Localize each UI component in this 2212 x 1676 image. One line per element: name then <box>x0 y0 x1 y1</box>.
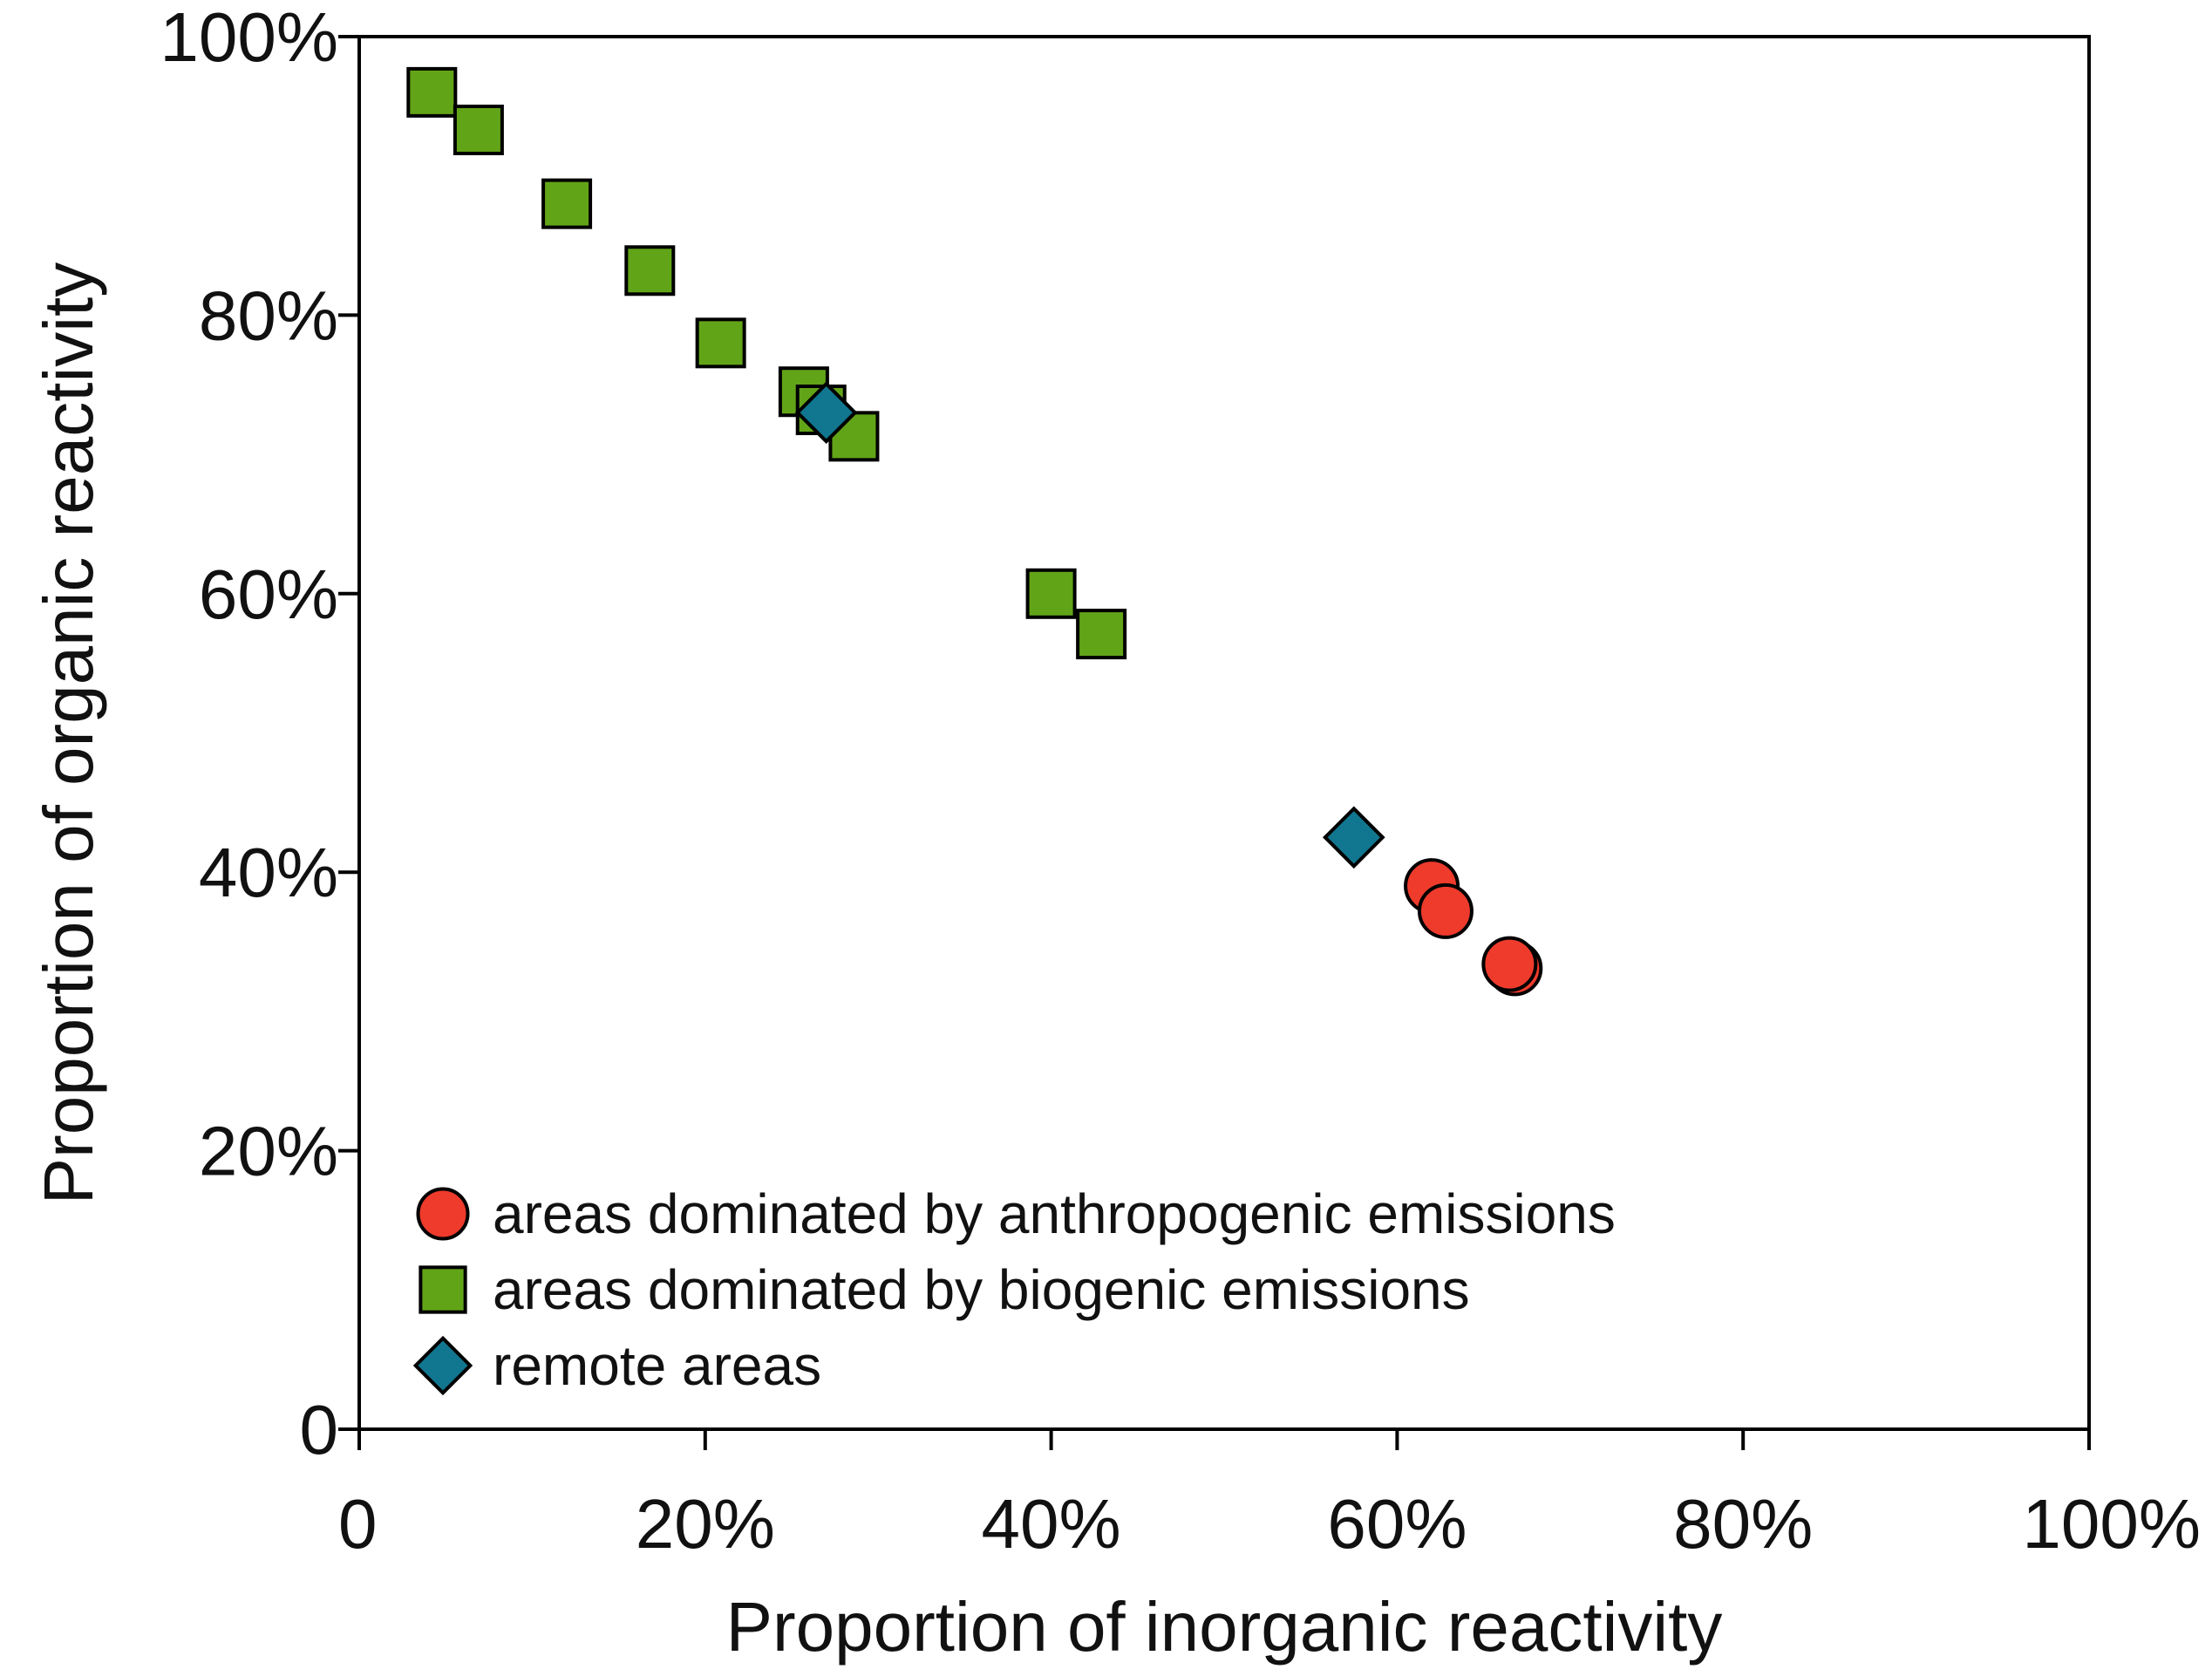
y-tick-labels: 0 20% 40% 60% 80% 100% <box>160 0 338 1468</box>
y-tick-label: 100% <box>160 0 338 76</box>
x-tick-label: 80% <box>1673 1485 1813 1563</box>
x-tick-labels: 0 20% 40% 60% 80% 100% <box>338 1485 2201 1563</box>
point-diamond-0 <box>794 381 858 445</box>
x-tick-label: 40% <box>982 1485 1121 1563</box>
point-square-4 <box>695 317 746 369</box>
legend-label: remote areas <box>493 1334 821 1397</box>
point-square-8 <box>1025 568 1077 619</box>
y-tick-label: 40% <box>199 834 338 911</box>
legend-marker-circle <box>416 1187 470 1241</box>
point-circle-3 <box>1481 936 1538 992</box>
axis-ticks <box>338 35 2091 1450</box>
y-axis-title: Proportion of organic reactivity <box>30 262 107 1205</box>
point-diamond-1 <box>1322 806 1385 869</box>
x-tick-label: 100% <box>2022 1485 2201 1563</box>
point-square-1 <box>453 104 504 155</box>
x-tick-label: 0 <box>338 1485 378 1563</box>
x-tick-label: 20% <box>636 1485 775 1563</box>
y-tick-label: 60% <box>199 555 338 633</box>
legend-marker-diamond <box>412 1335 473 1396</box>
legend-label: areas dominated by anthropogenic emissio… <box>493 1182 1616 1245</box>
point-circle-1 <box>1417 882 1474 939</box>
point-square-2 <box>541 178 593 229</box>
point-square-0 <box>406 66 458 118</box>
legend-label: areas dominated by biogenic emissions <box>493 1258 1470 1321</box>
y-tick-label: 80% <box>199 276 338 354</box>
x-tick-label: 60% <box>1327 1485 1467 1563</box>
y-tick-label: 0 <box>300 1391 339 1468</box>
data-points <box>406 66 1543 997</box>
point-square-3 <box>624 245 676 296</box>
plot-frame <box>357 35 2091 1431</box>
legend-marker-square <box>419 1265 467 1314</box>
legend: areas dominated by anthropogenic emissio… <box>412 1182 1616 1397</box>
point-square-9 <box>1076 609 1127 660</box>
y-tick-label: 20% <box>199 1113 338 1190</box>
x-axis-title: Proportion of inorganic reactivity <box>726 1588 1723 1666</box>
